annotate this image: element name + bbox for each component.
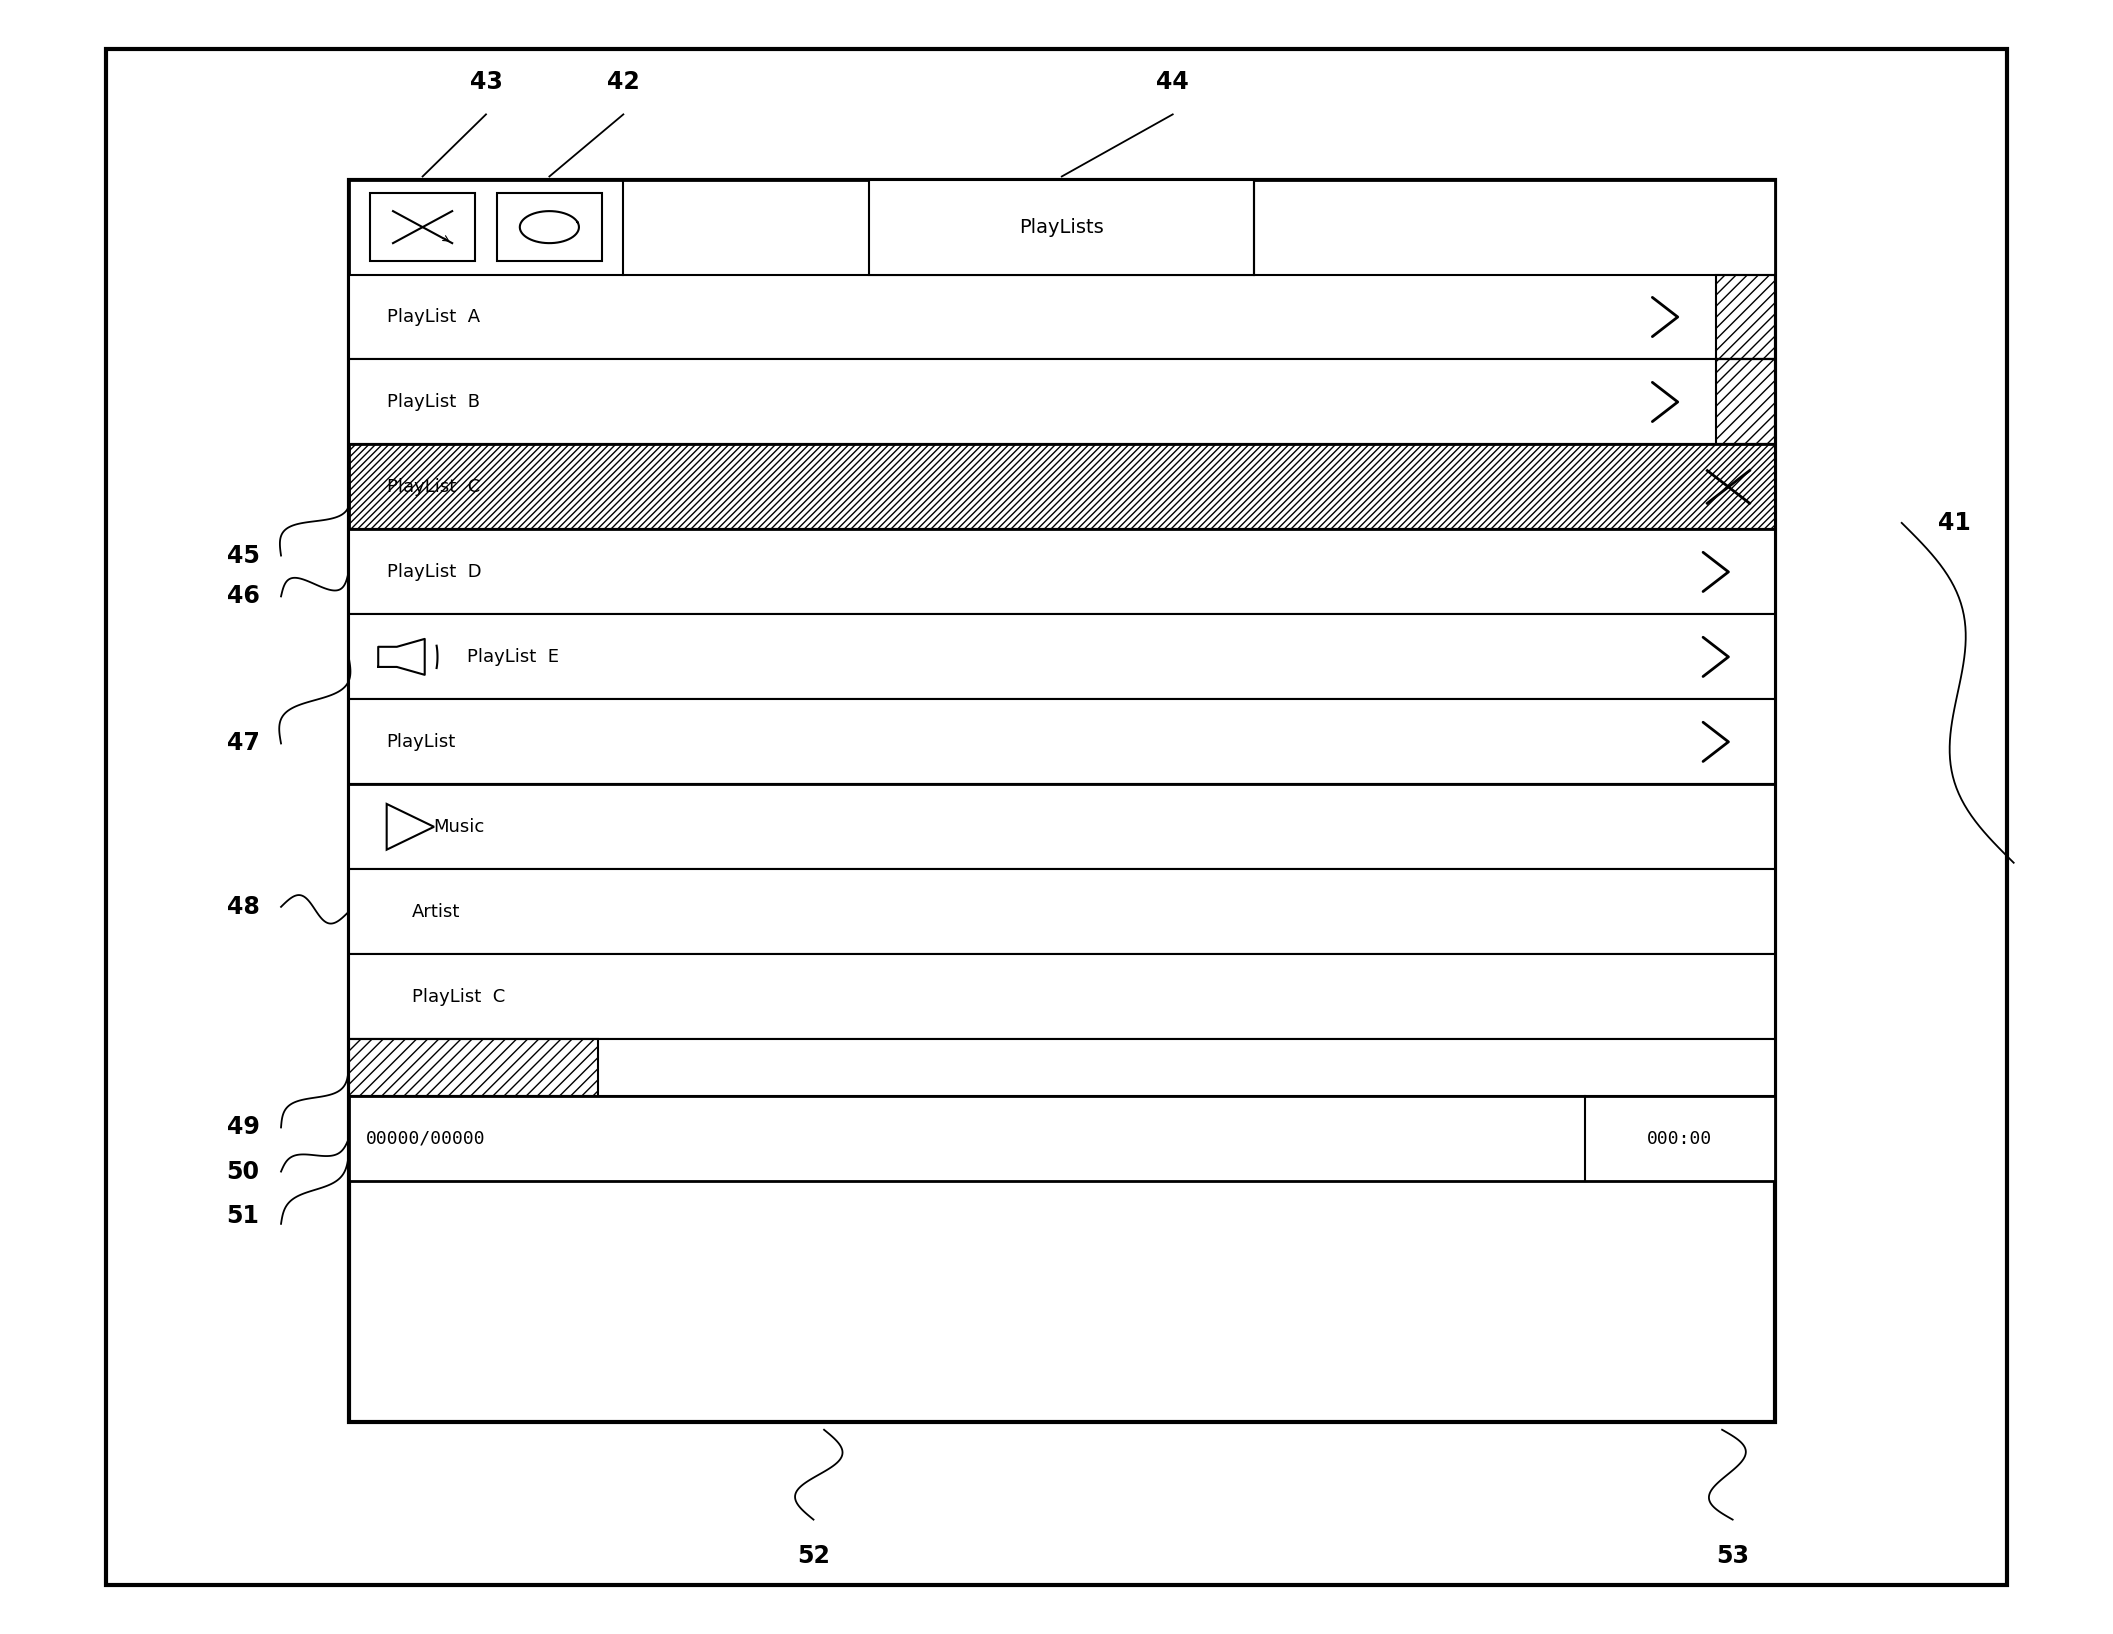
Bar — [349, 359, 1775, 444]
Text: PlayList  C: PlayList C — [412, 987, 505, 1007]
Text: 52: 52 — [797, 1544, 830, 1567]
Bar — [349, 784, 1775, 869]
Bar — [349, 869, 1775, 954]
Text: 42: 42 — [606, 70, 640, 93]
Bar — [349, 275, 1775, 359]
Bar — [349, 444, 1775, 529]
Text: 44: 44 — [1156, 70, 1190, 93]
Text: PlayList  A: PlayList A — [387, 307, 480, 327]
Bar — [349, 1039, 598, 1096]
Bar — [1716, 275, 1775, 359]
Bar — [349, 699, 1775, 784]
Text: PlayList  D: PlayList D — [387, 562, 482, 582]
Text: 000:00: 000:00 — [1648, 1129, 1712, 1149]
Text: 43: 43 — [469, 70, 503, 93]
Text: PlayLists: PlayLists — [1018, 217, 1105, 237]
Bar — [370, 193, 475, 261]
Text: Music: Music — [433, 817, 484, 837]
Text: PlayList  B: PlayList B — [387, 392, 480, 412]
Text: Artist: Artist — [412, 902, 461, 922]
Text: 53: 53 — [1716, 1544, 1750, 1567]
Text: 47: 47 — [226, 732, 260, 755]
Text: 46: 46 — [226, 585, 260, 608]
Text: 48: 48 — [226, 895, 260, 918]
Text: 50: 50 — [226, 1160, 260, 1183]
Bar — [868, 180, 1255, 275]
Bar — [349, 180, 1775, 1422]
Text: 00000/00000: 00000/00000 — [366, 1129, 486, 1149]
Text: 45: 45 — [226, 544, 260, 567]
Bar — [349, 444, 1775, 529]
Bar — [349, 180, 1775, 275]
Text: PlayList: PlayList — [387, 732, 456, 752]
Text: PlayList  C: PlayList C — [387, 477, 480, 497]
Bar — [349, 529, 1775, 614]
Bar — [497, 193, 602, 261]
Text: 51: 51 — [226, 1204, 260, 1227]
Text: PlayList  E: PlayList E — [467, 647, 560, 667]
Text: 49: 49 — [226, 1116, 260, 1139]
Bar — [1716, 359, 1775, 444]
Text: 41: 41 — [1938, 511, 1971, 534]
Bar — [349, 1039, 1775, 1096]
Bar — [349, 954, 1775, 1039]
Bar — [349, 1096, 1775, 1181]
Bar — [349, 614, 1775, 699]
